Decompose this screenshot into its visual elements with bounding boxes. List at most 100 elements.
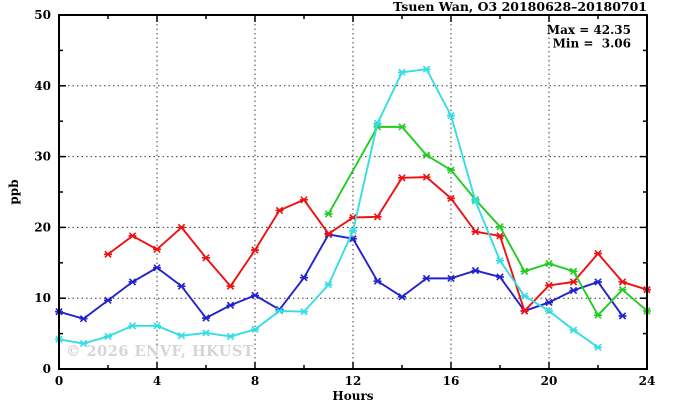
data-point	[202, 254, 210, 262]
data-point	[569, 278, 578, 286]
data-point	[324, 210, 333, 218]
data-point	[177, 332, 186, 340]
data-point	[153, 322, 161, 330]
data-point	[104, 332, 112, 341]
data-point	[594, 249, 602, 258]
data-point	[422, 274, 431, 283]
data-point	[422, 65, 431, 73]
data-point	[300, 274, 308, 282]
series-blue-line	[58, 233, 624, 320]
data-point	[153, 264, 161, 272]
data-point	[226, 282, 235, 290]
data-point	[545, 298, 553, 307]
data-point	[153, 245, 161, 254]
x-tick-label: 24	[639, 374, 656, 388]
data-point	[447, 274, 455, 283]
data-point	[447, 194, 455, 203]
x-axis-label: Hours	[332, 389, 373, 403]
data-point	[618, 278, 627, 286]
data-point	[496, 273, 504, 281]
data-point	[251, 325, 259, 334]
data-point	[569, 286, 578, 295]
data-point	[398, 68, 406, 77]
data-point	[202, 329, 210, 337]
data-point	[545, 281, 553, 290]
data-point	[520, 292, 529, 300]
data-point	[202, 314, 210, 322]
data-point	[569, 326, 578, 334]
data-point	[349, 227, 357, 235]
data-point	[398, 123, 406, 131]
x-tick-label: 4	[153, 374, 161, 388]
data-point	[104, 296, 112, 304]
data-point	[275, 206, 284, 215]
data-point	[520, 307, 529, 315]
data-point	[79, 315, 88, 323]
data-point	[496, 232, 504, 240]
data-point	[545, 307, 553, 315]
data-point	[177, 282, 186, 290]
data-point	[373, 213, 382, 221]
data-point	[398, 174, 406, 182]
data-point	[177, 223, 186, 232]
data-point	[324, 281, 333, 289]
data-point	[594, 278, 602, 286]
data-point	[447, 166, 455, 174]
max-annotation: Max = 42.35	[547, 23, 631, 37]
data-point	[594, 311, 602, 319]
data-point	[594, 343, 602, 352]
data-point	[618, 286, 627, 294]
axis-layer: 0 4 8 12 16 20 24 0 10 20 30 40 50	[34, 8, 655, 388]
y-tick-label: 50	[34, 8, 51, 22]
data-point	[618, 312, 627, 320]
y-tick-label: 0	[43, 362, 51, 376]
data-point	[251, 246, 259, 254]
data-point	[104, 250, 112, 258]
series-red-line	[107, 176, 648, 312]
y-axis-label: ppb	[7, 179, 21, 204]
data-point	[471, 197, 480, 205]
chart-title: Tsuen Wan, O3 20180628–20180701	[393, 0, 647, 14]
series-red-markers	[104, 173, 651, 315]
series-green-line	[327, 125, 648, 317]
y-tick-label: 10	[34, 291, 51, 305]
data-point	[471, 266, 480, 275]
data-point	[226, 332, 235, 341]
data-point	[496, 257, 504, 265]
data-point	[226, 301, 235, 309]
data-point	[251, 291, 259, 300]
x-tick-label: 0	[55, 374, 63, 388]
data-point	[300, 307, 308, 316]
watermark: © 2026 ENVF, HKUST	[66, 343, 254, 360]
grid-layer	[59, 15, 647, 369]
data-point	[496, 223, 504, 231]
data-point	[422, 173, 431, 181]
data-point	[471, 227, 480, 236]
series-cyan-line	[58, 68, 599, 349]
series-cyan-markers	[55, 65, 602, 352]
data-point	[128, 232, 137, 240]
y-tick-label: 30	[34, 150, 51, 164]
data-point	[128, 322, 137, 330]
data-point	[398, 293, 406, 301]
data-point	[373, 277, 382, 285]
data-point	[447, 111, 455, 120]
data-point	[79, 339, 88, 348]
x-tick-label: 12	[345, 374, 362, 388]
series-layer	[55, 65, 651, 352]
data-point	[373, 119, 382, 127]
data-point	[324, 230, 333, 238]
y-tick-label: 20	[34, 220, 51, 234]
data-point	[545, 259, 553, 268]
min-annotation: Min = 3.06	[553, 37, 631, 51]
series-green-markers	[324, 123, 651, 319]
x-tick-label: 8	[251, 374, 259, 388]
data-point	[569, 267, 578, 275]
x-tick-label: 20	[541, 374, 558, 388]
y-tick-label: 40	[34, 79, 51, 93]
data-point	[520, 267, 529, 275]
data-point	[128, 278, 137, 286]
data-point	[422, 151, 431, 159]
